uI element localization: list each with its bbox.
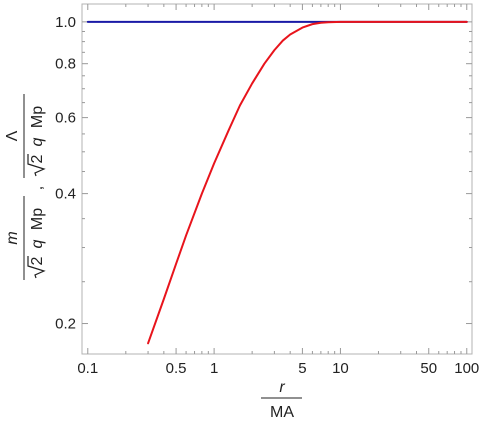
x-label-numerator: r — [279, 379, 285, 396]
major-ticks — [82, 4, 472, 354]
y-label-first-denominator-prefix: 2 — [29, 256, 46, 265]
y-label-second-numerator: Λ — [4, 130, 21, 141]
y-tick-label: 0.2 — [55, 316, 76, 333]
x-tick-label: 0.1 — [77, 360, 98, 377]
minor-ticks — [82, 4, 472, 354]
y-tick-label: 0.8 — [55, 56, 76, 73]
y-label-second-denominator-suffix: Mp — [29, 106, 46, 128]
x-tick-label: 100 — [454, 360, 479, 377]
sqrt-icon — [27, 256, 46, 279]
y-label-first-denominator-q: q — [29, 239, 46, 248]
plot-frame — [81, 3, 473, 355]
y-label-second-denominator-prefix: 2 — [29, 154, 46, 163]
y-tick-label: 0.6 — [55, 110, 76, 127]
series-line-2 — [147, 20, 468, 345]
y-axis-label: m 2 q Mp , Λ 2 q Mp — [4, 94, 46, 280]
y-label-second-denominator-q: q — [29, 137, 46, 146]
series — [86, 20, 468, 345]
tick-labels: 0.1 0.5 1 5 10 50 100 0.2 0.4 0.6 0.8 1.0 — [55, 14, 479, 377]
y-label-first-numerator: m — [4, 231, 21, 244]
x-tick-label: 5 — [298, 360, 306, 377]
y-label-first-denominator-suffix: Mp — [29, 208, 46, 230]
x-axis-label: r MA — [261, 379, 302, 421]
x-tick-label: 10 — [332, 360, 349, 377]
y-tick-label: 0.4 — [55, 186, 76, 203]
y-label-separator: , — [29, 186, 46, 190]
x-tick-label: 0.5 — [166, 360, 187, 377]
x-tick-label: 1 — [210, 360, 218, 377]
sqrt-icon — [27, 154, 46, 177]
x-tick-label: 50 — [420, 360, 437, 377]
y-tick-label: 1.0 — [55, 14, 76, 31]
x-label-denominator: MA — [270, 404, 294, 421]
